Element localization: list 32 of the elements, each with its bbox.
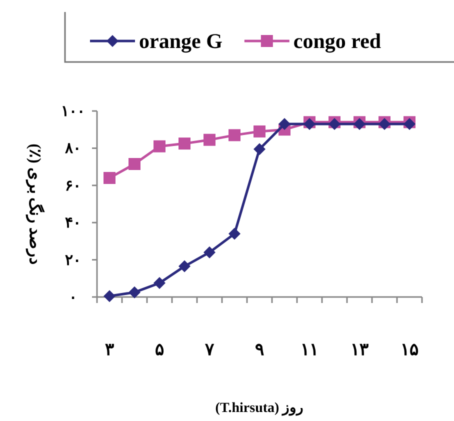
x-tick-label: ۱۱ bbox=[300, 340, 318, 359]
point bbox=[254, 125, 266, 138]
point bbox=[204, 246, 216, 258]
legend-label: orange G bbox=[139, 29, 222, 53]
point bbox=[154, 140, 166, 152]
x-tick-label: ۹ bbox=[255, 340, 264, 359]
point bbox=[254, 143, 266, 156]
x-tick-label: ۵ bbox=[155, 340, 164, 359]
x-tick-label: ۱۵ bbox=[400, 340, 418, 359]
point bbox=[104, 172, 116, 184]
point bbox=[278, 118, 290, 130]
point bbox=[128, 286, 140, 298]
point bbox=[178, 138, 190, 150]
y-tick-label: ۸۰ bbox=[64, 141, 81, 158]
point bbox=[104, 290, 116, 302]
point bbox=[204, 134, 216, 146]
x-tick-label: ۷ bbox=[204, 340, 215, 359]
point bbox=[178, 260, 190, 272]
x-axis-title: روز (T.hirsuta) bbox=[215, 401, 304, 416]
y-tick-label: ۴۰ bbox=[65, 216, 81, 232]
x-tick-label: ۱۳ bbox=[350, 340, 368, 359]
y-axis-title: درصد رنگ بری (٪) bbox=[25, 144, 45, 264]
y-tick-label: ۱۰۰ bbox=[61, 104, 85, 120]
point bbox=[154, 277, 166, 290]
y-tick-label: ۰ bbox=[69, 290, 77, 306]
y-tick-label: ۲۰ bbox=[65, 252, 81, 269]
point bbox=[128, 158, 140, 170]
legend-label: congo red bbox=[293, 29, 382, 53]
y-tick-label: ۶۰ bbox=[65, 178, 81, 194]
point bbox=[228, 228, 240, 240]
x-tick-label: ۳ bbox=[105, 340, 114, 359]
point bbox=[228, 129, 240, 142]
